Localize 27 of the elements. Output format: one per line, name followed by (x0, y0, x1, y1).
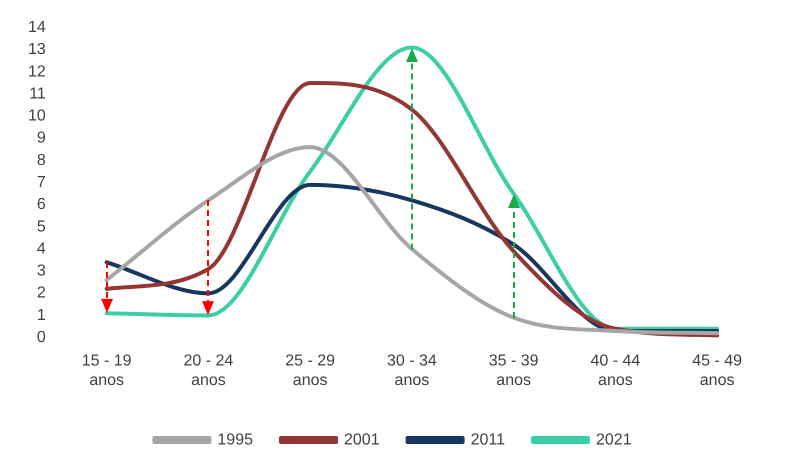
y-tick-label: 11 (29, 85, 46, 102)
y-tick-label: 0 (36, 329, 46, 346)
legend-label: 2021 (596, 431, 632, 448)
x-tick-label: 40 - 44 anos (590, 352, 640, 389)
y-tick-label: 6 (36, 196, 46, 214)
legend-label: 2001 (344, 431, 380, 448)
y-tick-label: 1 (36, 306, 46, 324)
y-tick-label: 8 (36, 152, 46, 169)
y-tick-label: 14 (28, 19, 46, 36)
x-tick-label: 25 - 29 anos (285, 352, 336, 389)
x-tick-label: 30 - 34 anos (386, 352, 437, 389)
x-tick-label: 45 - 49 anos (692, 352, 742, 389)
y-tick-label: 4 (36, 240, 46, 258)
line-series (104, 145, 720, 336)
y-tick-label: 13 (28, 41, 46, 58)
x-tick-label: 20 - 24 anos (184, 352, 234, 389)
x-tick-label: 15 - 19 anos (82, 352, 132, 389)
y-tick-label: 7 (36, 174, 46, 192)
y-tick-label: 2 (36, 284, 46, 302)
y-tick-label: 3 (36, 262, 46, 280)
legend-label: 1995 (217, 431, 254, 448)
y-tick-label: 9 (36, 130, 46, 147)
legend-label: 2011 (470, 431, 506, 448)
x-tick-label: 35 - 39 anos (488, 352, 539, 389)
y-tick-label: 10 (28, 108, 46, 125)
y-tick-label: 5 (36, 218, 46, 236)
y-tick-label: 12 (28, 63, 46, 80)
